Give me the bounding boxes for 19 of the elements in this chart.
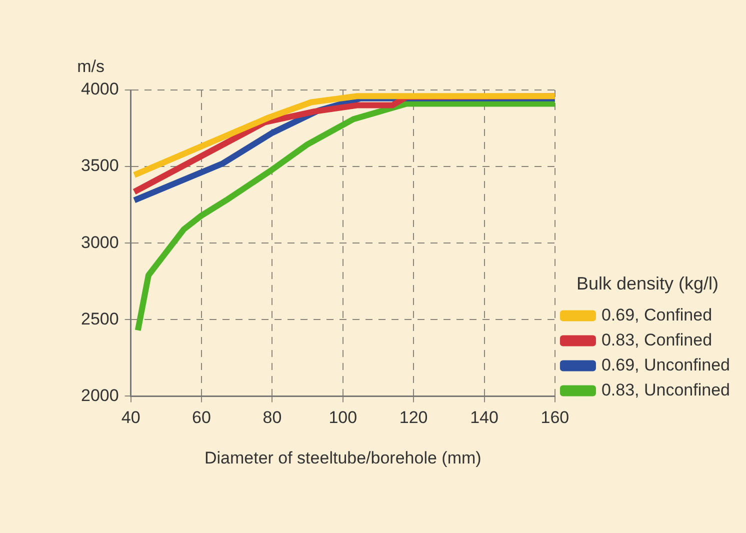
legend-label: 0.83, Confined	[601, 330, 712, 350]
x-tick-label: 100	[328, 408, 358, 428]
legend-label: 0.69, Confined	[601, 305, 712, 324]
x-tick-label: 120	[399, 408, 428, 428]
x-tick-label: 40	[121, 408, 140, 428]
y-tick-label: 3500	[80, 156, 119, 176]
y-tick-label: 3000	[80, 232, 119, 252]
x-tick-label: 160	[540, 408, 570, 428]
y-tick-label: 4000	[80, 80, 119, 99]
y-tick-label: 2500	[80, 309, 119, 328]
legend-label: 0.69, Unconfined	[601, 355, 730, 374]
x-tick-label: 60	[192, 408, 211, 428]
y-axis-title: m/s	[77, 57, 105, 76]
y-tick-label: 2000	[80, 386, 119, 405]
x-tick-label: 80	[262, 408, 282, 428]
legend-label: 0.83, Unconfined	[601, 380, 730, 400]
x-axis-title: Diameter of steeltube/borehole (mm)	[204, 448, 482, 468]
legend-title: Bulk density (kg/l)	[576, 274, 719, 294]
x-tick-label: 140	[470, 408, 498, 428]
